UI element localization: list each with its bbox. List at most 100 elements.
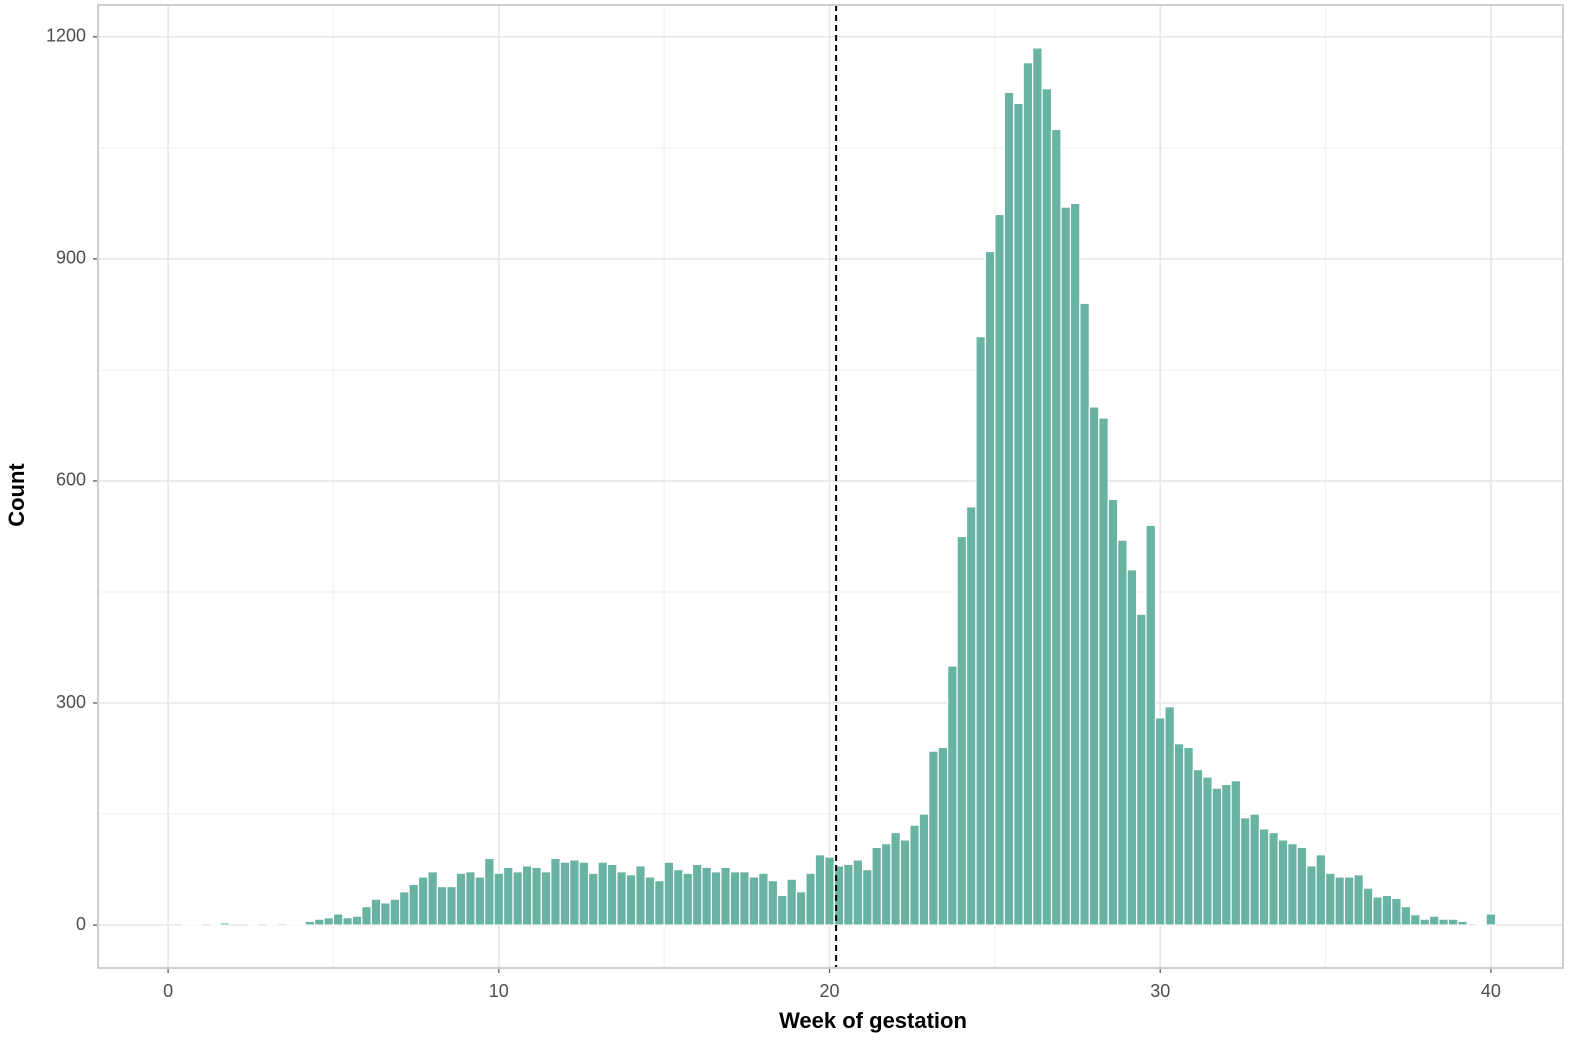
bar	[975, 336, 986, 926]
bar	[1173, 743, 1185, 926]
bar	[569, 859, 580, 926]
bar	[521, 865, 533, 926]
bar	[1457, 920, 1468, 926]
bar	[597, 861, 609, 926]
x-tick-label: 0	[163, 981, 173, 1001]
bar	[1202, 776, 1213, 926]
bar	[644, 876, 656, 926]
bar	[899, 839, 911, 926]
bar	[1211, 787, 1223, 926]
bar	[861, 868, 873, 926]
y-axis-title: Count	[4, 463, 29, 527]
bar	[210, 923, 221, 926]
bar	[729, 871, 741, 926]
bar	[1013, 102, 1024, 926]
bar	[313, 918, 325, 926]
bar	[502, 866, 514, 926]
bar	[1041, 88, 1053, 926]
bar	[1183, 746, 1194, 926]
bar	[1287, 843, 1298, 926]
bar	[984, 250, 996, 926]
bar	[1088, 406, 1100, 926]
bar	[1192, 769, 1204, 926]
bar	[758, 872, 769, 926]
bar	[682, 872, 694, 926]
bar	[1296, 846, 1308, 926]
bar	[1145, 524, 1157, 926]
bar	[654, 880, 665, 926]
bar	[361, 905, 372, 926]
bar	[1476, 923, 1487, 926]
bar	[408, 883, 420, 926]
bar	[710, 871, 722, 926]
bar	[625, 874, 637, 926]
bar	[956, 535, 968, 926]
bar	[1334, 876, 1346, 926]
bar	[776, 894, 788, 926]
x-tick-label: 30	[1150, 981, 1170, 1001]
bar	[1079, 302, 1090, 926]
bar	[1258, 828, 1270, 926]
bar	[559, 861, 571, 926]
bar	[295, 923, 306, 926]
bar	[1107, 498, 1119, 926]
bar	[843, 863, 854, 926]
bar	[247, 923, 259, 926]
bar	[446, 885, 457, 926]
bar	[1381, 894, 1393, 926]
x-tick-label: 10	[489, 981, 509, 1001]
bar	[965, 506, 977, 926]
bar	[465, 871, 476, 926]
bar	[1362, 887, 1374, 926]
bar	[1277, 839, 1289, 926]
bar	[814, 854, 826, 926]
bar	[436, 885, 448, 926]
bar	[276, 922, 287, 926]
bar	[1069, 202, 1081, 926]
bar	[512, 871, 524, 926]
bar	[1447, 918, 1459, 926]
bar	[417, 876, 429, 926]
bar	[1419, 918, 1431, 926]
bar	[380, 902, 391, 926]
y-tick-label: 1200	[46, 26, 86, 46]
bar	[285, 923, 297, 926]
bar	[616, 871, 627, 926]
bar	[1230, 780, 1242, 926]
bar	[398, 891, 410, 926]
bar	[1315, 854, 1327, 926]
bar	[928, 750, 939, 926]
bar	[909, 824, 920, 926]
bar	[455, 872, 467, 926]
bar	[578, 861, 590, 926]
x-tick-label: 20	[819, 981, 839, 1001]
bar	[720, 866, 731, 926]
bar	[1353, 874, 1364, 926]
bar	[587, 872, 599, 926]
bar	[1003, 91, 1015, 926]
bar	[493, 872, 505, 926]
y-tick-label: 0	[76, 914, 86, 934]
x-axis-title: Week of gestation	[779, 1008, 967, 1033]
bar	[484, 857, 495, 926]
bar	[1428, 915, 1440, 926]
bar	[1438, 918, 1449, 926]
bar	[219, 922, 231, 926]
bar	[389, 898, 401, 926]
bar	[1060, 206, 1072, 926]
bar	[1239, 817, 1251, 926]
bar	[994, 213, 1005, 926]
bar	[947, 665, 958, 926]
bar	[663, 861, 675, 926]
bar	[1400, 905, 1412, 926]
bar	[342, 917, 353, 926]
bar	[748, 876, 760, 926]
bar	[673, 868, 684, 926]
bar	[918, 813, 930, 926]
bar	[1306, 865, 1317, 926]
bar	[871, 846, 883, 926]
bar	[540, 871, 552, 926]
bar	[531, 866, 542, 926]
bar	[1485, 913, 1497, 926]
y-tick-label: 600	[56, 470, 86, 490]
